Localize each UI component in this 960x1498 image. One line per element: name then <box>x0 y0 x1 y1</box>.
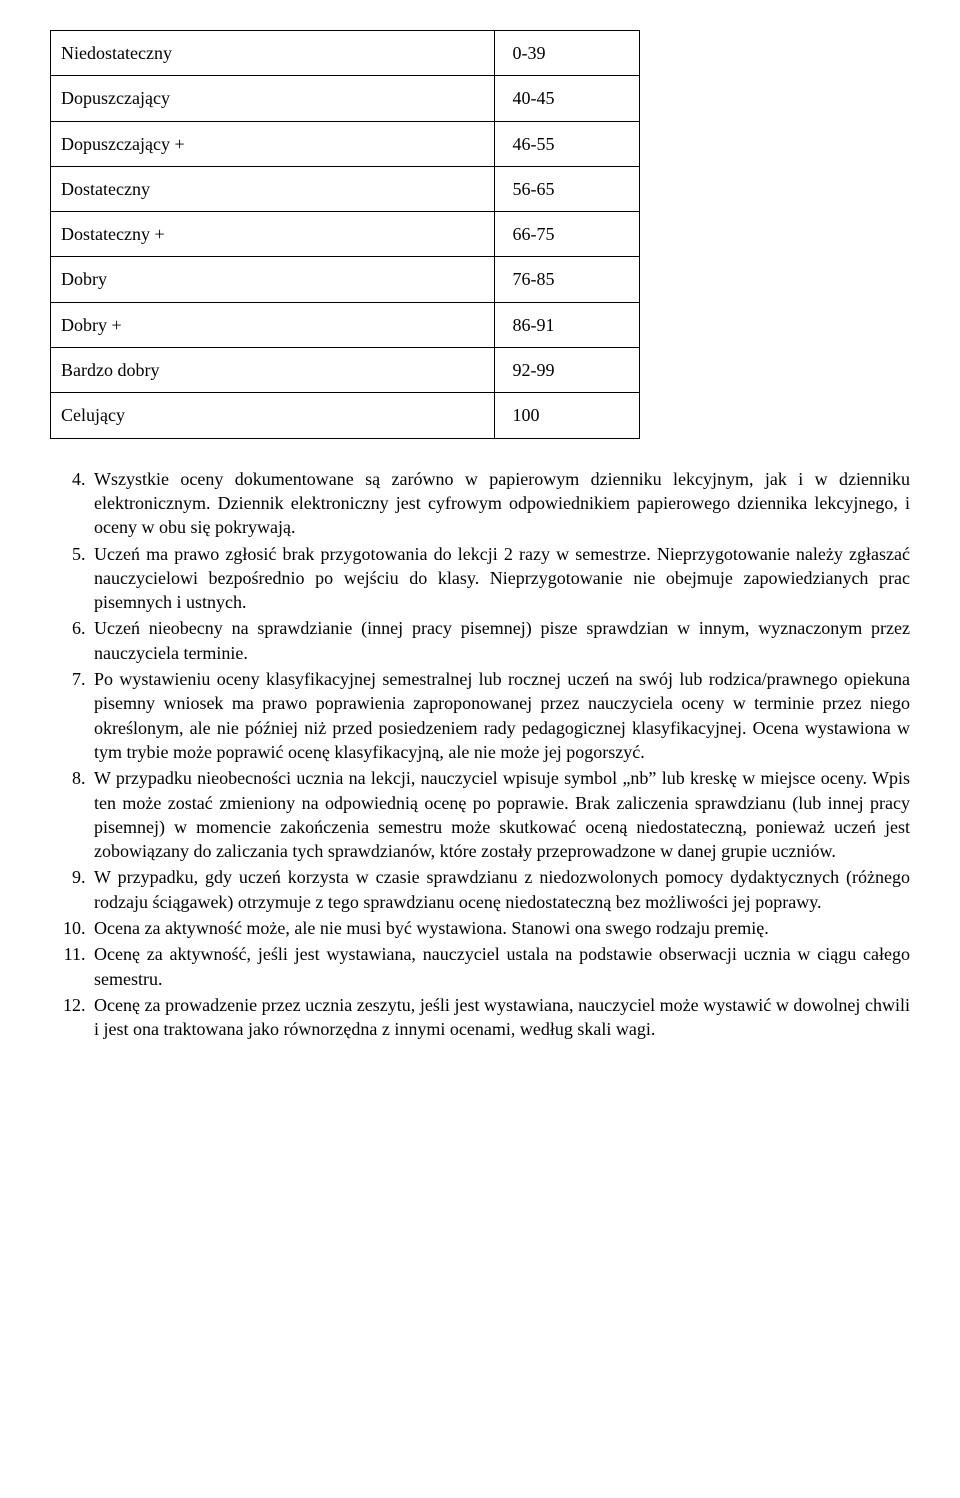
grade-value: 56-65 <box>494 166 640 211</box>
grade-value: 66-75 <box>494 212 640 257</box>
list-item: Wszystkie oceny dokumentowane są zarówno… <box>90 467 910 540</box>
table-row: Dopuszczający 40-45 <box>51 76 640 121</box>
table-row: Dobry 76-85 <box>51 257 640 302</box>
list-item: Uczeń nieobecny na sprawdzianie (innej p… <box>90 616 910 665</box>
table-row: Niedostateczny 0-39 <box>51 31 640 76</box>
grade-label: Dopuszczający <box>51 76 495 121</box>
table-row: Bardzo dobry 92-99 <box>51 348 640 393</box>
grade-label: Dopuszczający + <box>51 121 495 166</box>
list-item: W przypadku nieobecności ucznia na lekcj… <box>90 766 910 863</box>
table-row: Dobry + 86-91 <box>51 302 640 347</box>
grade-value: 92-99 <box>494 348 640 393</box>
grade-value: 0-39 <box>494 31 640 76</box>
rules-list: Wszystkie oceny dokumentowane są zarówno… <box>50 467 910 1042</box>
table-row: Dostateczny + 66-75 <box>51 212 640 257</box>
grade-label: Dobry <box>51 257 495 302</box>
page-content: Niedostateczny 0-39 Dopuszczający 40-45 … <box>0 0 960 1094</box>
grade-label: Dostateczny <box>51 166 495 211</box>
list-item: Ocenę za prowadzenie przez ucznia zeszyt… <box>90 993 910 1042</box>
grade-label: Celujący <box>51 393 495 438</box>
grades-table: Niedostateczny 0-39 Dopuszczający 40-45 … <box>50 30 640 439</box>
grade-label: Bardzo dobry <box>51 348 495 393</box>
grade-value: 86-91 <box>494 302 640 347</box>
table-row: Dopuszczający + 46-55 <box>51 121 640 166</box>
grade-value: 46-55 <box>494 121 640 166</box>
table-row: Celujący 100 <box>51 393 640 438</box>
list-item: Uczeń ma prawo zgłosić brak przygotowani… <box>90 542 910 615</box>
list-item: Ocena za aktywność może, ale nie musi by… <box>90 916 910 940</box>
grade-label: Dostateczny + <box>51 212 495 257</box>
grade-label: Dobry + <box>51 302 495 347</box>
table-row: Dostateczny 56-65 <box>51 166 640 211</box>
list-item: Ocenę za aktywność, jeśli jest wystawian… <box>90 942 910 991</box>
grade-value: 40-45 <box>494 76 640 121</box>
list-item: W przypadku, gdy uczeń korzysta w czasie… <box>90 865 910 914</box>
grade-value: 100 <box>494 393 640 438</box>
grade-value: 76-85 <box>494 257 640 302</box>
grade-label: Niedostateczny <box>51 31 495 76</box>
list-item: Po wystawieniu oceny klasyfikacyjnej sem… <box>90 667 910 764</box>
